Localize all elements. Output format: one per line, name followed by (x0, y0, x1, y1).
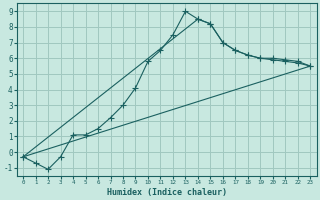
X-axis label: Humidex (Indice chaleur): Humidex (Indice chaleur) (107, 188, 227, 197)
